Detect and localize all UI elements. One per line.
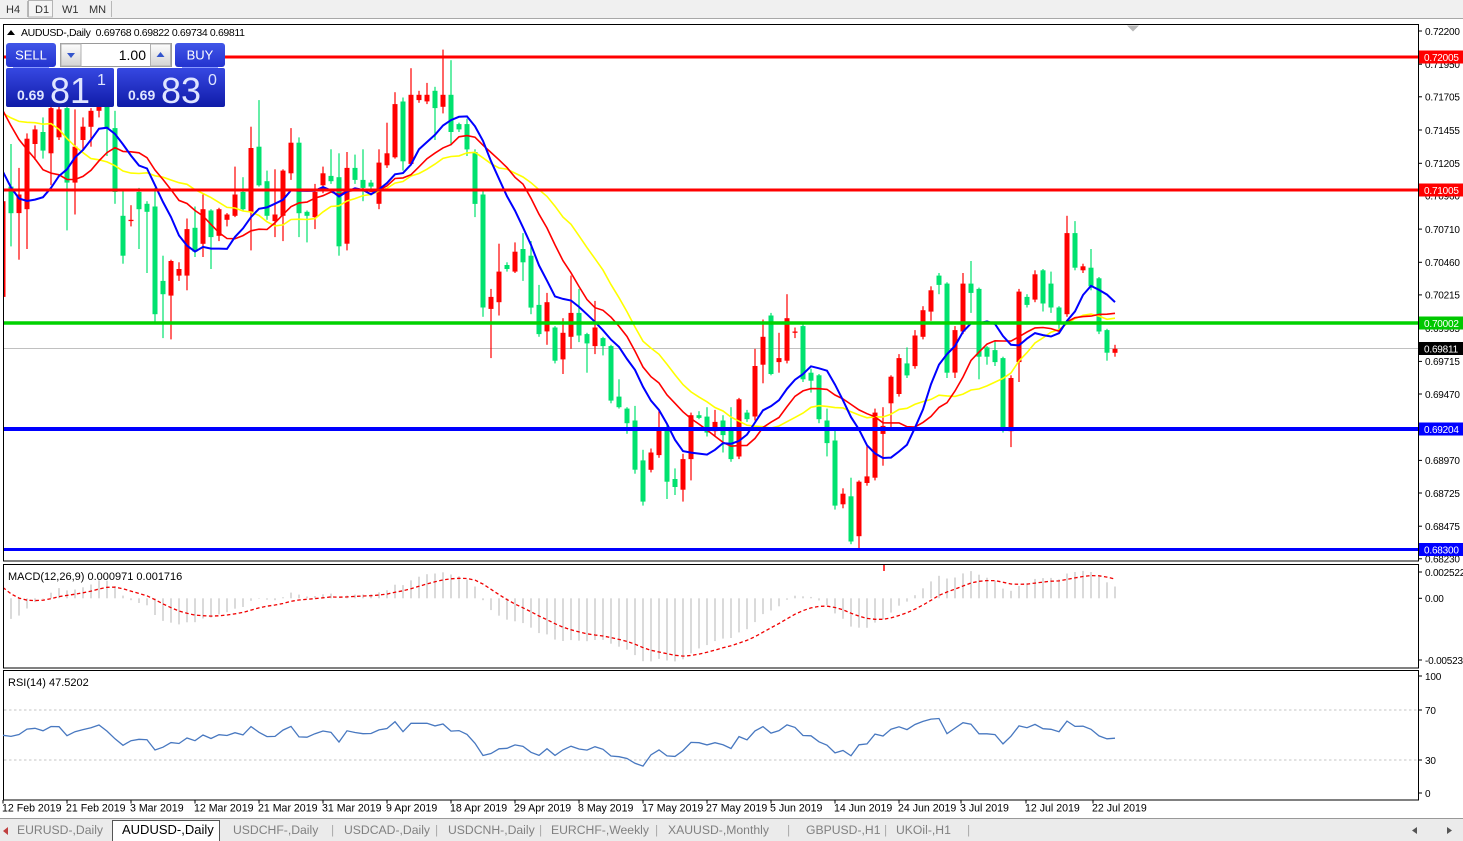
svg-text:70: 70	[1425, 706, 1436, 717]
svg-text:0.002522: 0.002522	[1425, 568, 1463, 579]
svg-text:0.70215: 0.70215	[1425, 291, 1460, 302]
svg-text:29 Apr 2019: 29 Apr 2019	[514, 803, 571, 815]
svg-text:-0.005234: -0.005234	[1425, 656, 1463, 667]
svg-text:AUDUSD-,Daily: AUDUSD-,Daily	[122, 822, 214, 837]
svg-text:|: |	[655, 823, 658, 837]
svg-text:0.68230: 0.68230	[1425, 555, 1460, 566]
svg-text:0.69: 0.69	[128, 87, 155, 103]
svg-text:8 May 2019: 8 May 2019	[578, 803, 633, 815]
svg-text:12 Jul 2019: 12 Jul 2019	[1025, 803, 1080, 815]
svg-text:0.70710: 0.70710	[1425, 225, 1460, 236]
svg-text:0.71455: 0.71455	[1425, 126, 1460, 137]
svg-text:0.71005: 0.71005	[1424, 186, 1459, 197]
svg-text:0.69470: 0.69470	[1425, 390, 1460, 401]
svg-text:GBPUSD-,H1: GBPUSD-,H1	[806, 823, 881, 837]
svg-text:5 Jun 2019: 5 Jun 2019	[770, 803, 823, 815]
svg-text:0.68970: 0.68970	[1425, 456, 1460, 467]
svg-text:0.69204: 0.69204	[1424, 425, 1459, 436]
svg-text:1.00: 1.00	[119, 47, 146, 63]
svg-text:22 Jul 2019: 22 Jul 2019	[1092, 803, 1147, 815]
svg-text:0.68475: 0.68475	[1425, 522, 1460, 533]
svg-text:XAUUSD-,Monthly: XAUUSD-,Monthly	[668, 823, 770, 837]
svg-text:|: |	[331, 823, 334, 837]
svg-text:|: |	[435, 823, 438, 837]
svg-text:0: 0	[208, 72, 217, 89]
svg-text:30: 30	[1425, 756, 1436, 767]
svg-text:81: 81	[50, 70, 90, 111]
svg-text:12 Feb 2019: 12 Feb 2019	[2, 803, 62, 815]
svg-text:0.69: 0.69	[17, 87, 44, 103]
svg-text:BUY: BUY	[187, 48, 214, 63]
svg-text:USDCNH-,Daily: USDCNH-,Daily	[448, 823, 536, 837]
svg-text:UKOil-,H1: UKOil-,H1	[896, 823, 951, 837]
svg-text:31 Mar 2019: 31 Mar 2019	[322, 803, 382, 815]
svg-text:SELL: SELL	[15, 48, 47, 63]
svg-text:0.72005: 0.72005	[1424, 53, 1459, 64]
svg-text:USDCAD-,Daily: USDCAD-,Daily	[344, 823, 431, 837]
svg-text:83: 83	[161, 70, 201, 111]
svg-text:USDCHF-,Daily: USDCHF-,Daily	[233, 823, 319, 837]
svg-text:18 Apr 2019: 18 Apr 2019	[450, 803, 507, 815]
svg-text:17 May 2019: 17 May 2019	[642, 803, 703, 815]
svg-text:0.71950: 0.71950	[1425, 60, 1460, 71]
svg-text:3 Mar 2019: 3 Mar 2019	[130, 803, 184, 815]
svg-text:27 May 2019: 27 May 2019	[706, 803, 767, 815]
svg-text:W1: W1	[62, 4, 79, 16]
svg-text:0.70960: 0.70960	[1425, 192, 1460, 203]
svg-text:MACD(12,26,9) 0.000971 0.00171: MACD(12,26,9) 0.000971 0.001716	[8, 571, 182, 583]
svg-text:|: |	[884, 823, 887, 837]
svg-text:21 Mar 2019: 21 Mar 2019	[258, 803, 318, 815]
svg-text:|: |	[539, 823, 542, 837]
svg-text:0.68725: 0.68725	[1425, 489, 1460, 500]
svg-text:21 Feb 2019: 21 Feb 2019	[66, 803, 126, 815]
svg-text:0: 0	[1425, 789, 1431, 800]
svg-text:RSI(14) 47.5202: RSI(14) 47.5202	[8, 677, 89, 689]
svg-text:12 Mar 2019: 12 Mar 2019	[194, 803, 254, 815]
svg-text:3 Jul 2019: 3 Jul 2019	[960, 803, 1009, 815]
svg-text:H4: H4	[6, 4, 20, 16]
svg-text:1: 1	[97, 72, 106, 89]
svg-text:EURUSD-,Daily: EURUSD-,Daily	[17, 823, 104, 837]
svg-text:D1: D1	[35, 4, 49, 16]
svg-text:0.72200: 0.72200	[1425, 27, 1460, 38]
svg-text:EURCHF-,Weekly: EURCHF-,Weekly	[551, 823, 650, 837]
svg-text:0.71705: 0.71705	[1425, 93, 1460, 104]
svg-text:0.68300: 0.68300	[1424, 545, 1459, 556]
svg-text:0.70460: 0.70460	[1425, 258, 1460, 269]
svg-text:0.71205: 0.71205	[1425, 159, 1460, 170]
svg-text:0.70002: 0.70002	[1424, 319, 1459, 330]
svg-text:0.69715: 0.69715	[1425, 357, 1460, 368]
svg-text:AUDUSD-,Daily 0.69768 0.69822: AUDUSD-,Daily 0.69768 0.69822 0.69734 0.…	[21, 27, 245, 39]
svg-text:24 Jun 2019: 24 Jun 2019	[898, 803, 956, 815]
svg-text:14 Jun 2019: 14 Jun 2019	[834, 803, 892, 815]
svg-text:0.00: 0.00	[1425, 594, 1444, 605]
svg-text:0.69811: 0.69811	[1424, 344, 1459, 355]
svg-text:|: |	[967, 823, 970, 837]
svg-text:|: |	[787, 823, 790, 837]
svg-text:100: 100	[1425, 672, 1442, 683]
svg-text:9 Apr 2019: 9 Apr 2019	[386, 803, 437, 815]
svg-text:MN: MN	[89, 4, 106, 16]
